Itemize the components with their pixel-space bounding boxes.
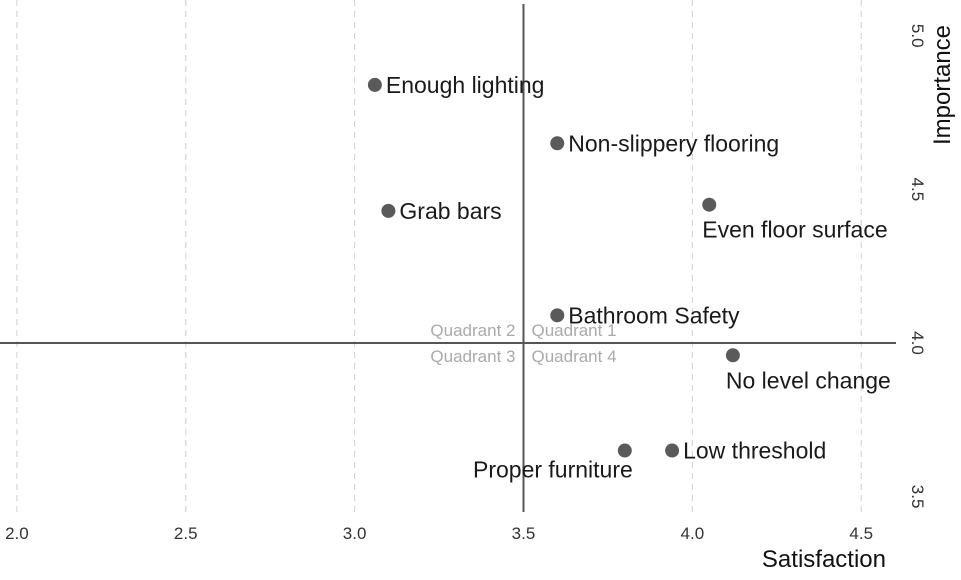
y-axis-title: Importance (929, 25, 956, 145)
y-tick-label-4-0: 4.0 (908, 331, 927, 355)
y-tick-label-5-0: 5.0 (908, 24, 927, 48)
point-enough-lighting (367, 77, 382, 92)
point-no-level-change (725, 348, 740, 363)
x-tick-label-3-0: 3.0 (343, 524, 367, 543)
point-grab-bars (381, 203, 396, 218)
point-low-threshold (665, 443, 680, 458)
point-label-non-slippery-flooring: Non-slippery flooring (568, 130, 779, 156)
quadrant-2-label: Quadrant 2 (430, 321, 515, 340)
x-tick-label-2-0: 2.0 (5, 524, 29, 543)
point-proper-furniture (617, 443, 632, 458)
point-label-enough-lighting: Enough lighting (386, 72, 545, 98)
point-labels: Enough lighting Non-slippery flooring Grab… (386, 72, 891, 483)
point-bathroom-safety (550, 308, 565, 323)
data-points (367, 77, 740, 458)
point-label-no-level-change: No level change (726, 367, 891, 393)
point-label-bathroom-safety: Bathroom Safety (568, 302, 740, 328)
point-even-floor-surface (702, 197, 717, 212)
quadrant-labels: Quadrant 2 Quadrant 1 Quadrant 3 Quadrant 4 (430, 321, 616, 366)
quadrant-1-label: Quadrant 1 (531, 321, 616, 340)
reference-lines (0, 4, 896, 512)
point-label-proper-furniture: Proper furniture (473, 457, 633, 483)
y-tick-labels: 3.5 4.0 4.5 5.0 (908, 24, 927, 509)
point-non-slippery-flooring (550, 136, 565, 151)
point-label-low-threshold: Low threshold (683, 438, 826, 464)
y-tick-label-4-5: 4.5 (908, 178, 927, 202)
x-axis-title: Satisfaction (762, 546, 886, 573)
x-tick-label-4-5: 4.5 (849, 524, 873, 543)
x-tick-labels: 2.0 2.5 3.0 3.5 4.0 4.5 (5, 524, 873, 543)
y-tick-label-3-5: 3.5 (908, 485, 927, 509)
grid-lines (16, 0, 862, 512)
x-tick-label-4-0: 4.0 (681, 524, 705, 543)
x-tick-label-3-5: 3.5 (512, 524, 536, 543)
point-label-even-floor-surface: Even floor surface (702, 217, 887, 243)
quadrant-4-label: Quadrant 4 (531, 347, 616, 366)
x-tick-label-2-5: 2.5 (174, 524, 198, 543)
quadrant-3-label: Quadrant 3 (430, 347, 515, 366)
point-label-grab-bars: Grab bars (399, 198, 501, 224)
